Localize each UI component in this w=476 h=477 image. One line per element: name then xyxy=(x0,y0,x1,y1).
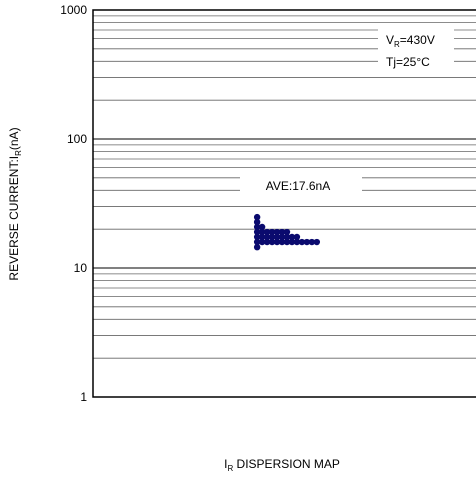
y-tick-label: 1000 xyxy=(60,3,87,17)
data-point xyxy=(298,238,306,246)
data-point xyxy=(253,233,261,241)
x-axis-label-main: I xyxy=(224,457,227,471)
x-axis-label-sub: R xyxy=(227,464,233,473)
data-point xyxy=(288,238,296,246)
data-point xyxy=(263,233,271,241)
data-point xyxy=(253,243,261,251)
annotation-bg xyxy=(240,176,362,195)
annotation-temperature: Tj=25°C xyxy=(386,55,430,69)
y-axis-label: REVERSE CURRENT:IR(nA) xyxy=(7,127,23,280)
data-point xyxy=(283,238,291,246)
data-point xyxy=(253,213,261,221)
data-point xyxy=(293,238,301,246)
data-point xyxy=(253,218,261,226)
data-point xyxy=(313,238,321,246)
data-point xyxy=(253,228,261,236)
data-point xyxy=(258,228,266,236)
data-point xyxy=(273,233,281,241)
data-point xyxy=(268,233,276,241)
data-point xyxy=(268,228,276,236)
x-axis-label-rest: DISPERSION MAP xyxy=(233,457,340,471)
data-point xyxy=(268,238,276,246)
data-point xyxy=(278,228,286,236)
y-tick-label: 10 xyxy=(74,261,88,275)
x-axis-label: IR DISPERSION MAP xyxy=(224,457,340,473)
annotation-bg xyxy=(378,28,454,72)
data-point xyxy=(288,233,296,241)
data-point xyxy=(293,233,301,241)
data-point xyxy=(273,228,281,236)
y-axis-label-sub: R xyxy=(14,150,23,156)
data-point xyxy=(263,228,271,236)
y-tick-label: 100 xyxy=(67,132,87,146)
data-point xyxy=(273,238,281,246)
y-axis-label-main: REVERSE CURRENT:I xyxy=(7,156,21,281)
data-point xyxy=(258,233,266,241)
annotation-voltage-rest: =430V xyxy=(400,33,435,47)
y-axis-label-rest: (nA) xyxy=(7,127,21,150)
data-point xyxy=(283,228,291,236)
annotation-voltage: VR=430V xyxy=(386,33,435,49)
annotation-voltage-main: V xyxy=(386,33,394,47)
data-point xyxy=(303,238,311,246)
data-point xyxy=(258,223,266,231)
data-point xyxy=(308,238,316,246)
annotation-average: AVE:17.6nA xyxy=(266,179,331,193)
data-point xyxy=(263,238,271,246)
data-point xyxy=(278,238,286,246)
plot-frame xyxy=(92,9,476,398)
data-point xyxy=(253,238,261,246)
y-tick-label: 1 xyxy=(80,390,87,404)
data-point xyxy=(258,238,266,246)
data-point xyxy=(283,233,291,241)
data-point xyxy=(253,223,261,231)
annotation-voltage-sub: R xyxy=(394,40,400,49)
data-point xyxy=(278,233,286,241)
